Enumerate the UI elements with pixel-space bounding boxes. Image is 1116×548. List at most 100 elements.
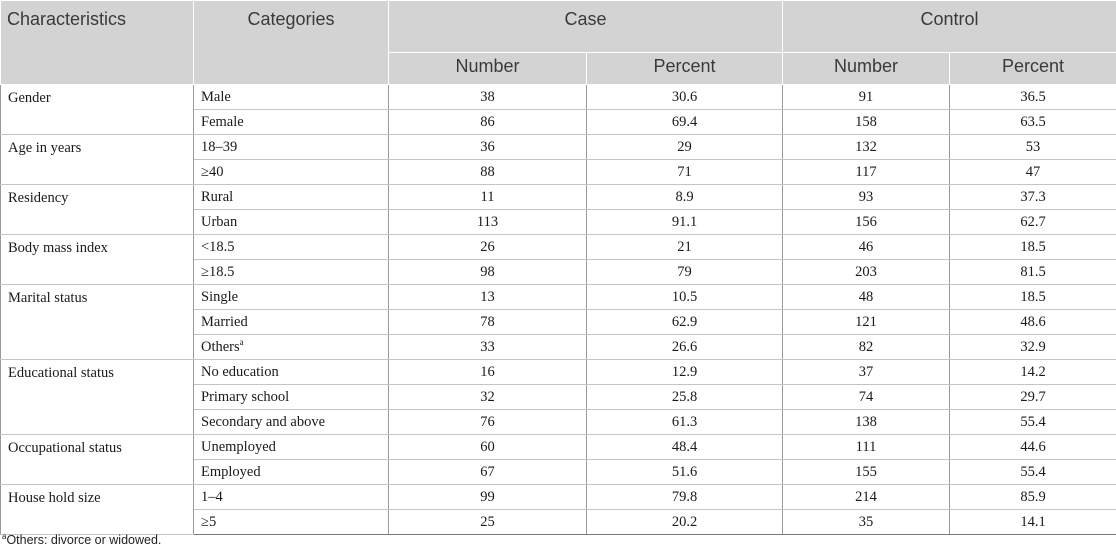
case-percent-cell: 91.1: [586, 209, 783, 235]
case-percent-cell: 21: [586, 234, 783, 260]
category-label: Male: [201, 88, 231, 105]
header-control-percent: Percent: [949, 52, 1116, 85]
control-number-cell: 156: [782, 209, 950, 235]
table-row: Primary school 32 25.8 74 29.7: [1, 384, 1116, 410]
case-percent-cell: 12.9: [586, 359, 783, 385]
characteristic-cell: Residency: [0, 184, 194, 235]
category-label: No education: [201, 363, 279, 380]
control-number-cell: 74: [782, 384, 950, 410]
case-percent-cell: 26.6: [586, 334, 783, 360]
case-number-cell: 38: [388, 84, 587, 110]
case-number-cell: 36: [388, 134, 587, 160]
case-number-cell: 99: [388, 484, 587, 510]
table-row: ≥40 88 71 117 47: [1, 159, 1116, 185]
control-number-cell: 46: [782, 234, 950, 260]
case-percent-cell: 79.8: [586, 484, 783, 510]
case-number-cell: 88: [388, 159, 587, 185]
category-label: 18–39: [201, 138, 238, 155]
control-number-cell: 121: [782, 309, 950, 335]
control-number-cell: 117: [782, 159, 950, 185]
case-number-cell: 60: [388, 434, 587, 460]
category-label: Unemployed: [201, 438, 276, 455]
category-label: Rural: [201, 188, 234, 205]
control-number-cell: 138: [782, 409, 950, 435]
table-row: Secondary and above 76 61.3 138 55.4: [1, 409, 1116, 435]
control-percent-cell: 55.4: [949, 459, 1116, 485]
control-percent-cell: 32.9: [949, 334, 1116, 360]
category-label: ≥18.5: [201, 263, 235, 280]
control-percent-cell: 53: [949, 134, 1116, 160]
case-number-cell: 76: [388, 409, 587, 435]
case-percent-cell: 20.2: [586, 509, 783, 535]
table-row: Occupational status Unemployed 60 48.4 111 44…: [0, 434, 1116, 485]
control-percent-cell: 37.3: [949, 184, 1116, 210]
table-row: Age in years 18–39 36 29 132 53: [0, 134, 1116, 185]
case-number-cell: 86: [388, 109, 587, 135]
case-percent-cell: 62.9: [586, 309, 783, 335]
table-row: Residency Rural 11 8.9 93 37.3: [0, 184, 1116, 235]
case-percent-cell: 10.5: [586, 284, 783, 310]
case-number-cell: 16: [388, 359, 587, 385]
category-label: ≥5: [201, 513, 217, 530]
category-cell: Secondary and above: [193, 409, 389, 435]
control-number-cell: 35: [782, 509, 950, 535]
table-row: Female 86 69.4 158 63.5: [1, 109, 1116, 135]
header-case-percent: Percent: [586, 52, 783, 85]
case-number-cell: 13: [388, 284, 587, 310]
footnote-ref: a: [239, 336, 244, 347]
category-cell: Employed: [193, 459, 389, 485]
control-percent-cell: 48.6: [949, 309, 1116, 335]
control-number-cell: 158: [782, 109, 950, 135]
characteristic-cell: Gender: [0, 84, 194, 135]
table-row: Gender Male 38 30.6 91 36.5: [0, 84, 1116, 135]
category-cell: 1–4: [193, 484, 389, 510]
characteristic-cell: Occupational status: [0, 434, 194, 485]
category-label: Primary school: [201, 388, 290, 405]
table-row: Urban 113 91.1 156 62.7: [1, 209, 1116, 235]
control-percent-cell: 36.5: [949, 84, 1116, 110]
control-number-cell: 82: [782, 334, 950, 360]
case-number-cell: 11: [388, 184, 587, 210]
header-control: Control: [782, 0, 1116, 53]
control-percent-cell: 85.9: [949, 484, 1116, 510]
control-percent-cell: 55.4: [949, 409, 1116, 435]
characteristic-cell: House hold size: [0, 484, 194, 535]
header-control-number: Number: [782, 52, 950, 85]
case-number-cell: 98: [388, 259, 587, 285]
category-label: Others: [201, 338, 240, 355]
table-row: Educational status No education 16 12.9 37 14…: [0, 359, 1116, 435]
category-label: Employed: [201, 463, 261, 480]
category-label: Married: [201, 313, 248, 330]
characteristic-cell: Educational status: [0, 359, 194, 435]
control-percent-cell: 44.6: [949, 434, 1116, 460]
category-cell: Married: [193, 309, 389, 335]
case-percent-cell: 71: [586, 159, 783, 185]
category-label: Secondary and above: [201, 413, 326, 430]
category-label: Female: [201, 113, 244, 130]
control-number-cell: 93: [782, 184, 950, 210]
control-percent-cell: 47: [949, 159, 1116, 185]
case-number-cell: 26: [388, 234, 587, 260]
characteristic-cell: Age in years: [0, 134, 194, 185]
control-percent-cell: 62.7: [949, 209, 1116, 235]
control-percent-cell: 14.2: [949, 359, 1116, 385]
case-percent-cell: 29: [586, 134, 783, 160]
control-percent-cell: 81.5: [949, 259, 1116, 285]
category-cell: Male: [193, 84, 389, 110]
table-row: House hold size 1–4 99 79.8 214 85.9: [0, 484, 1116, 535]
category-label: Single: [201, 288, 239, 305]
category-cell: ≥5: [193, 509, 389, 535]
table-row: Marital status Single 13 10.5 48 18.5: [0, 284, 1116, 360]
characteristic-cell: Body mass index: [0, 234, 194, 285]
case-percent-cell: 61.3: [586, 409, 783, 435]
header-case-number: Number: [388, 52, 587, 85]
table-body: Gender Male 38 30.6 91 36.5 Female 86 69.4 158 63.…: [0, 84, 1116, 535]
category-label: 1–4: [201, 488, 223, 505]
category-cell: Female: [193, 109, 389, 135]
category-cell: 18–39: [193, 134, 389, 160]
control-number-cell: 48: [782, 284, 950, 310]
header-categories: Categories: [193, 0, 389, 85]
control-percent-cell: 18.5: [949, 234, 1116, 260]
category-label: ≥40: [201, 163, 224, 180]
table-row: Married 78 62.9 121 48.6: [1, 309, 1116, 335]
